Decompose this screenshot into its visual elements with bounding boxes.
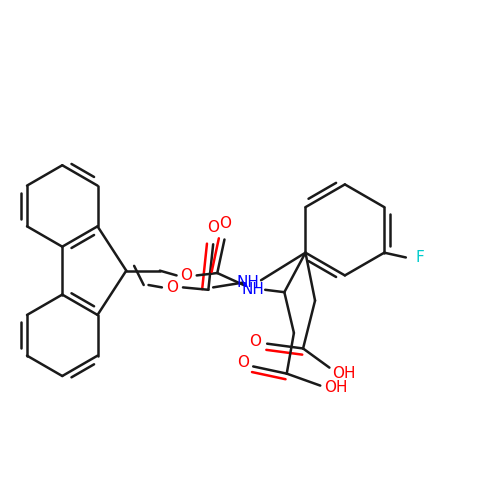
Text: O: O [219,216,231,231]
Text: O: O [166,280,179,295]
Text: O: O [237,355,249,370]
Text: NH: NH [242,282,264,297]
Text: O: O [180,268,192,283]
Text: F: F [415,250,424,265]
Text: O: O [207,220,219,235]
Text: NH: NH [236,275,259,290]
Text: OH: OH [332,366,355,381]
Text: O: O [249,334,261,349]
Text: OH: OH [324,380,348,396]
